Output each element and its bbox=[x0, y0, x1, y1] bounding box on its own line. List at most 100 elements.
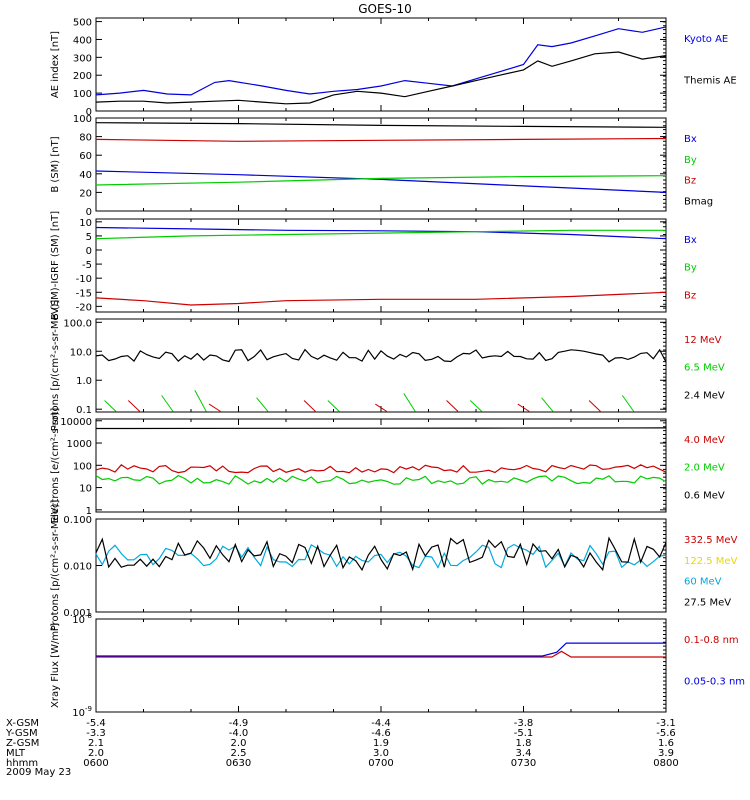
legend-entry: Bmag bbox=[684, 196, 713, 207]
y-tick-label: 0.100 bbox=[63, 515, 92, 526]
series-mark-6-5-mev bbox=[541, 397, 554, 412]
x-axis-value: 3.0 bbox=[373, 748, 389, 759]
panel-1: 0 100 200 300 400 500 AE index [nT] Kyoto AE The… bbox=[50, 17, 737, 118]
date-label: 2009 May 23 bbox=[6, 767, 71, 778]
panel-frame bbox=[95, 518, 667, 613]
y-tick-label: -15 bbox=[76, 288, 92, 299]
y-tick-label: 100 bbox=[73, 114, 92, 125]
y-tick-label: 300 bbox=[73, 53, 92, 64]
series-mark-12-mev bbox=[588, 400, 601, 412]
x-axis-value: 0630 bbox=[226, 758, 251, 769]
legend-entry: 2.4 MeV bbox=[684, 390, 725, 401]
x-axis-row-label: X-GSM bbox=[6, 718, 39, 729]
y-tick-label: 10 bbox=[79, 484, 92, 495]
legend-entry: 0.1-0.8 nm bbox=[684, 635, 739, 646]
series-mark-6-5-mev bbox=[161, 395, 174, 412]
series-mark-6-5-mev bbox=[621, 395, 635, 412]
legend-entry: 2.0 MeV bbox=[684, 463, 725, 474]
y-tick-label: 10 bbox=[79, 218, 92, 229]
series-line-0-05-0-3-nm bbox=[96, 642, 666, 657]
series-line-bz bbox=[95, 137, 667, 142]
panel-7: 10-9 10-8 Xray Flux [W/m²] 0.1-0.8 nm 0.05-0… bbox=[50, 612, 745, 719]
x-axis-value: 2.5 bbox=[231, 748, 247, 759]
series-line-4-0-mev bbox=[95, 464, 667, 474]
y-axis-label: Xray Flux [W/m²] bbox=[50, 623, 61, 708]
x-axis-table: X-GSM -5.4 -4.9 -4.4 -3.8 -3.1 Y-GSM -3.3 -4.0 -4… bbox=[5, 718, 679, 769]
y-tick-label: 80 bbox=[79, 133, 92, 144]
y-tick-label: -10 bbox=[76, 274, 92, 285]
legend-entry: 6.5 MeV bbox=[684, 363, 725, 374]
legend-entry: 0.05-0.3 nm bbox=[684, 677, 745, 688]
y-axis-label: B (SM) [nT] bbox=[50, 136, 61, 192]
x-axis-value: 0800 bbox=[653, 758, 678, 769]
series-mark-12-mev bbox=[517, 403, 530, 412]
y-tick-label: -20 bbox=[76, 302, 92, 313]
y-axis-label: Electrons [e/(cm²-s-sr)] bbox=[50, 408, 61, 524]
panel-frame bbox=[95, 418, 667, 513]
legend-entry: Bz bbox=[684, 176, 696, 187]
y-tick-label: 200 bbox=[73, 71, 92, 82]
plot-title: GOES-10 bbox=[358, 2, 412, 16]
y-tick-label: 10.0 bbox=[70, 347, 92, 358]
x-axis-value: 3.9 bbox=[658, 748, 674, 759]
x-axis-row-label: hhmm bbox=[6, 758, 38, 769]
x-axis-row-label: Y-GSM bbox=[5, 728, 38, 739]
y-tick-label: 1 bbox=[86, 506, 92, 517]
y-axis-label: Protons [p/(cm²-s-sr-MeV)] bbox=[50, 500, 61, 632]
y-tick-label: 60 bbox=[79, 151, 92, 162]
y-tick-label: 100 bbox=[73, 461, 92, 472]
legend-entry: Bx bbox=[684, 235, 697, 246]
series-mark-6-5-mev bbox=[327, 400, 340, 412]
y-axis-label: B (SM)-IGRF (SM) [nT] bbox=[50, 211, 61, 320]
series-line-bx bbox=[95, 170, 667, 193]
legend-entry: 27.5 MeV bbox=[684, 597, 731, 608]
x-axis-value: -4.9 bbox=[229, 718, 249, 729]
x-axis-row-label: Z-GSM bbox=[6, 738, 39, 749]
y-tick-label: 0 bbox=[86, 246, 92, 257]
legend-entry: 12 MeV bbox=[684, 335, 722, 346]
x-axis-value: 2.1 bbox=[88, 738, 104, 749]
y-tick-label: 10000 bbox=[60, 417, 92, 428]
y-axis-label: Protons [p/(cm²-s-sr-MeV)] bbox=[50, 300, 61, 432]
legend-entry: 0.6 MeV bbox=[684, 490, 725, 501]
y-tick-label: 10-9 bbox=[72, 705, 92, 719]
series-mark-6-5-mev bbox=[104, 400, 117, 412]
series-mark-6-5-mev bbox=[194, 390, 207, 412]
y-tick-label: 0 bbox=[86, 207, 92, 218]
series-line-bz bbox=[95, 291, 667, 306]
legend-entry: 4.0 MeV bbox=[684, 435, 725, 446]
y-tick-label: 400 bbox=[73, 35, 92, 46]
x-axis-value: -3.1 bbox=[656, 718, 676, 729]
x-axis-value: -3.3 bbox=[86, 728, 106, 739]
panel-2: 0 20 40 60 80 100 B (SM) [nT] Bx By Bz Bmag bbox=[50, 114, 713, 218]
x-axis-value: -5.4 bbox=[86, 718, 106, 729]
y-tick-label: 0 bbox=[86, 107, 92, 118]
x-axis-value: 1.9 bbox=[373, 738, 389, 749]
legend-entry: Bz bbox=[684, 290, 696, 301]
series-line-themis-ae bbox=[95, 51, 667, 105]
series-mark-12-mev bbox=[127, 400, 141, 412]
legend-entry: 332.5 MeV bbox=[684, 535, 738, 546]
y-tick-label: 0.1 bbox=[76, 405, 92, 416]
series-mark-6-5-mev bbox=[256, 397, 269, 412]
x-axis-value: 0730 bbox=[511, 758, 536, 769]
x-axis-value: -4.6 bbox=[371, 728, 391, 739]
legend-entry: 60 MeV bbox=[684, 577, 722, 588]
x-axis-value: -5.1 bbox=[514, 728, 534, 739]
legend-entry: Kyoto AE bbox=[684, 34, 728, 45]
panel-3: -20 -15 -10 -5 0 5 10 B (SM)-IGRF (SM) [nT] Bx By… bbox=[50, 211, 697, 320]
series-mark-6-5-mev bbox=[403, 393, 416, 412]
x-axis-value: 1.8 bbox=[516, 738, 532, 749]
x-axis-value: 3.4 bbox=[516, 748, 532, 759]
series-line-2-0-mev bbox=[95, 474, 667, 485]
panel-frame bbox=[95, 318, 667, 413]
series-line-0-6-mev bbox=[95, 427, 667, 430]
y-tick-label: -5 bbox=[82, 260, 92, 271]
panel-frame bbox=[95, 17, 667, 112]
panel-frame bbox=[95, 618, 667, 713]
x-axis-value: -4.4 bbox=[371, 718, 391, 729]
